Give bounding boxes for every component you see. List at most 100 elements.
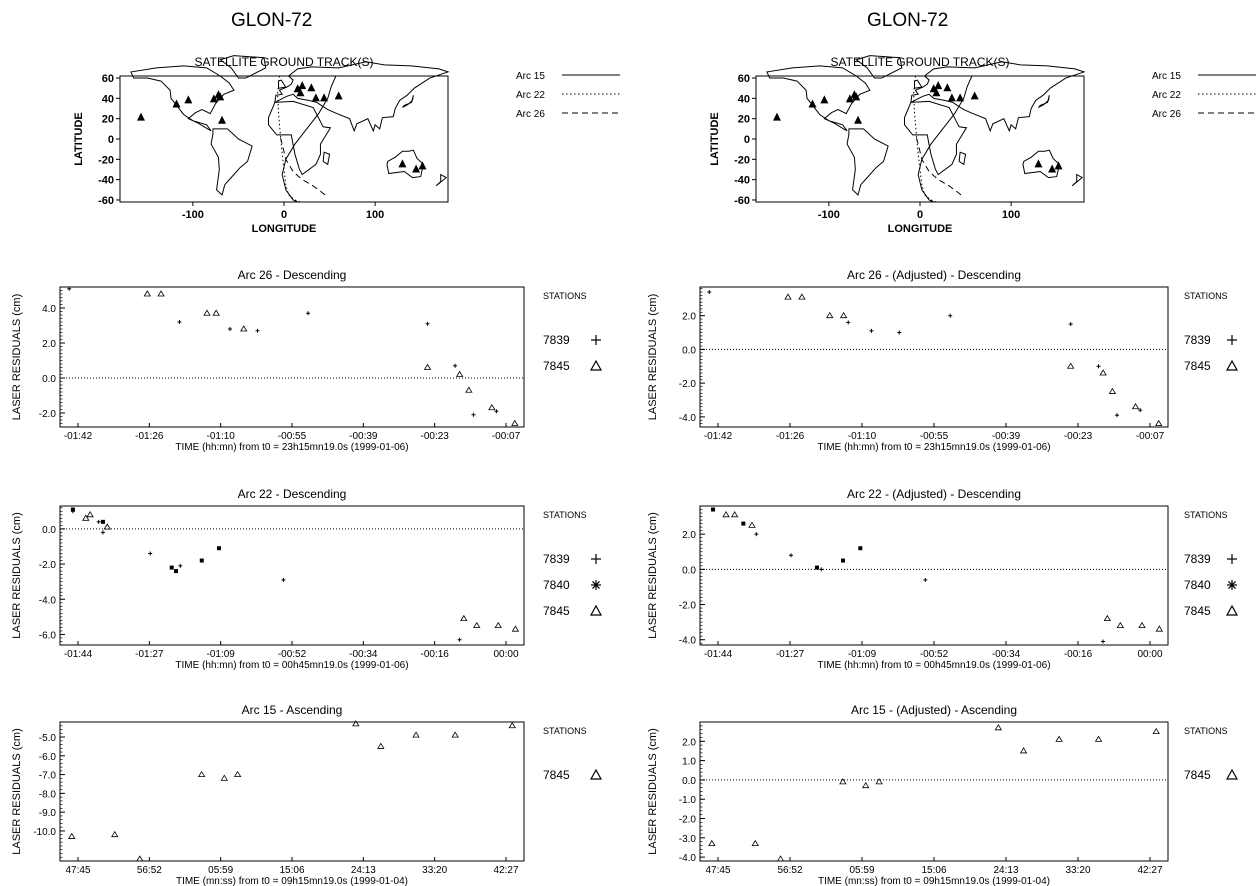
data-point: [216, 546, 221, 551]
legend-station-id: 7845: [1184, 604, 1211, 618]
plot-frame: [59, 286, 525, 428]
map-legend-label: Arc 22: [516, 90, 545, 101]
panel-title: Arc 22 - (Adjusted) - Descending: [847, 487, 1021, 501]
ytick-label: 2.0: [682, 312, 696, 323]
data-point: [711, 507, 715, 512]
legend-station-id: 7839: [543, 333, 570, 347]
data-point: [751, 839, 759, 847]
xtick-label: -01:09: [206, 649, 235, 660]
xtick-label: 15:06: [279, 865, 304, 876]
ytick-label: -6.0: [39, 752, 57, 763]
xtick-label: -00:34: [349, 649, 378, 660]
xtick-label: 24:13: [993, 865, 1018, 876]
station-marker: [1048, 164, 1057, 173]
data-point: [875, 778, 883, 785]
map-xtick-label: -100: [182, 209, 204, 221]
data-point: [453, 363, 458, 368]
xtick-label: -00:07: [1136, 431, 1165, 442]
xtick-label: -01:26: [135, 431, 164, 442]
map-legend-label: Arc 22: [1152, 90, 1181, 101]
data-point: [377, 742, 385, 749]
xtick-label: -01:42: [64, 431, 93, 442]
ytick-label: -2.0: [679, 815, 697, 826]
data-point: [511, 419, 519, 426]
ytick-label: -4.0: [679, 636, 697, 647]
plot-frame: [59, 721, 525, 862]
continent-outline: [386, 149, 424, 179]
panel-title: Arc 22 - Descending: [238, 487, 347, 501]
ytick-label: 2.0: [682, 737, 696, 748]
ytick-label: -4.0: [39, 595, 57, 606]
map-ytick-label: 60: [738, 73, 750, 85]
map-ytick-label: 0: [744, 134, 750, 146]
station-marker: [412, 164, 421, 173]
legend-station-id: 7845: [543, 604, 570, 618]
data-point: [100, 519, 105, 524]
data-point: [748, 521, 756, 528]
xtick-label: 00:00: [1137, 649, 1162, 660]
ytick-label: 4.0: [42, 304, 56, 315]
data-point: [846, 320, 851, 325]
data-point: [1055, 735, 1063, 742]
map-ytick-label: 20: [102, 114, 114, 126]
data-point: [352, 720, 360, 727]
data-point: [1068, 322, 1073, 327]
station-marker: [172, 99, 181, 108]
xtick-label: -01:27: [776, 649, 805, 660]
xtick-label: -00:52: [920, 649, 949, 660]
station-marker: [320, 93, 329, 102]
data-point: [1096, 364, 1101, 369]
station-marker: [947, 93, 956, 102]
data-point: [897, 330, 902, 335]
data-point: [923, 577, 928, 582]
xtick-label: 47:45: [65, 865, 90, 876]
xtick-label: -00:55: [278, 431, 307, 442]
data-point: [136, 855, 144, 862]
data-point: [815, 565, 819, 570]
station-marker: [136, 112, 145, 121]
map-legend-label: Arc 15: [516, 71, 545, 82]
xtick-label: -00:34: [992, 649, 1021, 660]
data-point: [798, 293, 806, 300]
xtick-label: 42:27: [493, 865, 518, 876]
data-point: [199, 558, 204, 563]
continent-outline: [268, 100, 332, 176]
xtick-label: 00:00: [493, 649, 518, 660]
legend-title: STATIONS: [543, 291, 587, 301]
data-point: [730, 511, 739, 518]
data-point: [460, 614, 468, 622]
data-point: [178, 563, 183, 568]
legend-station-id: 7839: [1184, 333, 1211, 347]
xtick-label: 47:45: [705, 865, 730, 876]
y-axis-label: LASER RESIDUALS (cm): [11, 512, 23, 639]
map-legend-label: Arc 26: [1152, 109, 1181, 120]
legend-title: STATIONS: [543, 510, 587, 520]
legend-symbol: [1227, 554, 1237, 564]
xtick-label: -01:44: [64, 649, 93, 660]
data-point: [1155, 625, 1164, 632]
data-point: [240, 325, 248, 332]
data-point: [1094, 735, 1103, 742]
legend-station-id: 7845: [543, 768, 570, 782]
data-point: [100, 530, 105, 535]
data-point: [1101, 639, 1105, 644]
data-point: [473, 621, 481, 629]
data-point: [425, 321, 430, 326]
continent-outline: [1022, 149, 1060, 179]
station-marker: [1054, 161, 1063, 170]
station-marker: [934, 81, 943, 90]
station-marker: [845, 94, 854, 103]
legend-symbol: [1227, 580, 1237, 590]
legend-station-id: 7839: [1184, 552, 1211, 566]
ground-track-map-p1: [752, 55, 1086, 206]
ytick-label: 0.0: [682, 776, 696, 787]
continent-outline: [278, 79, 287, 89]
y-axis-label: LASER RESIDUALS (cm): [647, 728, 659, 855]
plot-frame: [59, 505, 525, 646]
data-point: [1115, 413, 1120, 418]
data-point: [471, 412, 476, 417]
station-marker: [820, 95, 829, 104]
map-ytick-label: 40: [738, 93, 750, 105]
xtick-label: 05:59: [208, 865, 233, 876]
